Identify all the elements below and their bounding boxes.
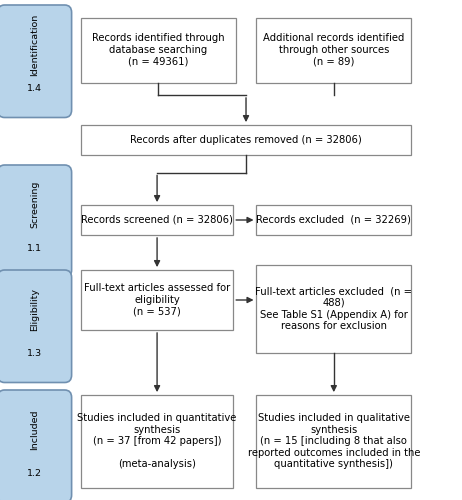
Text: Studies included in quantitative
synthesis
(n = 37 [from 42 papers])

(meta-anal: Studies included in quantitative synthes… [78,413,237,470]
Text: Included: Included [30,410,39,450]
FancyBboxPatch shape [81,125,411,155]
FancyBboxPatch shape [0,5,72,117]
FancyBboxPatch shape [81,205,233,235]
Text: Studies included in qualitative
synthesis
(n = 15 [including 8 that also
reporte: Studies included in qualitative synthesi… [248,413,420,470]
Text: Eligibility: Eligibility [30,288,39,331]
Text: 1.4: 1.4 [27,84,42,93]
FancyBboxPatch shape [0,390,72,500]
FancyBboxPatch shape [256,18,411,82]
Text: 1.2: 1.2 [27,469,42,478]
Text: Records after duplicates removed (n = 32806): Records after duplicates removed (n = 32… [130,135,362,145]
Text: 1.1: 1.1 [27,244,42,253]
Text: Full-text articles assessed for
eligibility
(n = 537): Full-text articles assessed for eligibil… [84,284,230,316]
FancyBboxPatch shape [0,165,72,278]
FancyBboxPatch shape [256,265,411,352]
Text: Screening: Screening [30,181,39,228]
Text: 1.3: 1.3 [27,349,42,358]
Text: Additional records identified
through other sources
(n = 89): Additional records identified through ot… [263,34,405,66]
Text: Records identified through
database searching
(n = 49361): Records identified through database sear… [92,34,225,66]
FancyBboxPatch shape [81,395,233,488]
FancyBboxPatch shape [256,395,411,488]
Text: Identification: Identification [30,14,39,76]
FancyBboxPatch shape [81,18,236,82]
FancyBboxPatch shape [0,270,72,382]
FancyBboxPatch shape [256,205,411,235]
FancyBboxPatch shape [81,270,233,330]
Text: Records screened (n = 32806): Records screened (n = 32806) [81,215,233,225]
Text: Full-text articles excluded  (n =
488)
See Table S1 (Appendix A) for
reasons for: Full-text articles excluded (n = 488) Se… [255,286,412,331]
Text: Records excluded  (n = 32269): Records excluded (n = 32269) [256,215,411,225]
